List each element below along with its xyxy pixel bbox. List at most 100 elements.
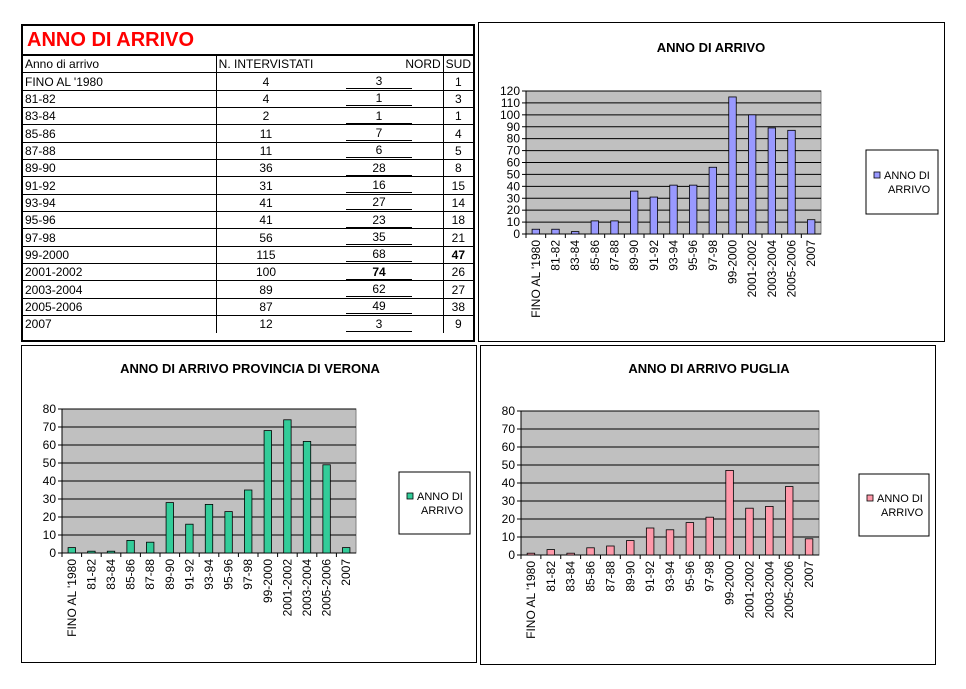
x-tick-label: 91-92 xyxy=(643,561,657,592)
x-tick-label: 89-90 xyxy=(627,240,641,271)
bar xyxy=(685,522,695,556)
table-row: 89-90 36 28 8 xyxy=(23,159,473,178)
y-tick-label: 100 xyxy=(500,108,520,122)
chart-title: ANNO DI ARRIVO xyxy=(657,40,766,55)
row-total: 11 xyxy=(216,142,316,161)
row-sud: 1 xyxy=(442,72,473,91)
bar xyxy=(322,464,331,554)
x-tick-label: 87-88 xyxy=(603,561,617,592)
y-tick-label: 80 xyxy=(502,404,516,418)
x-tick-label: 2007 xyxy=(339,559,353,586)
bar xyxy=(807,219,816,235)
x-tick-label: 2005-2006 xyxy=(320,559,334,617)
bar xyxy=(765,505,774,556)
x-tick-label: 2007 xyxy=(804,240,818,267)
x-tick-label: 95-96 xyxy=(683,561,697,592)
x-tick-label: 83-84 xyxy=(564,561,578,592)
header-sud: SUD xyxy=(442,56,473,74)
table-row: 97-98 56 35 21 xyxy=(23,228,473,247)
x-tick-label: 81-82 xyxy=(84,559,98,590)
y-tick-label: 10 xyxy=(43,528,57,542)
y-tick-label: 50 xyxy=(502,458,516,472)
row-sud: 5 xyxy=(442,142,473,161)
bar xyxy=(748,114,757,235)
y-tick-label: 10 xyxy=(502,530,516,544)
y-tick-label: 60 xyxy=(502,440,516,454)
y-tick-label: 40 xyxy=(507,179,521,193)
table-row: 91-92 31 16 15 xyxy=(23,176,473,195)
bar xyxy=(649,196,658,235)
y-tick-label: 70 xyxy=(502,422,516,436)
x-tick-label: 99-2000 xyxy=(726,240,740,284)
data-table: Anno di arrivo N. INTERVISTATI NORD SUD … xyxy=(23,56,473,333)
y-tick-label: 0 xyxy=(513,227,520,241)
bar xyxy=(224,511,233,554)
x-tick-label: 2003-2004 xyxy=(300,559,314,617)
x-tick-label: 2007 xyxy=(802,561,816,588)
row-total: 31 xyxy=(216,176,316,195)
bar xyxy=(767,127,776,235)
bar xyxy=(165,502,174,554)
row-sud: 27 xyxy=(442,280,473,299)
x-tick-label: 93-94 xyxy=(202,559,216,590)
x-tick-label: 81-82 xyxy=(549,240,563,271)
table-row: 2005-2006 87 49 38 xyxy=(23,298,473,317)
table-row: 99-2000 115 68 47 xyxy=(23,246,473,265)
x-tick-label: 97-98 xyxy=(703,561,717,592)
bar xyxy=(185,523,194,554)
chart-title: ANNO DI ARRIVO PUGLIA xyxy=(628,361,790,376)
bar xyxy=(626,540,635,556)
table-row: 95-96 41 23 18 xyxy=(23,211,473,230)
x-tick-label: 83-84 xyxy=(104,559,118,590)
row-nord: 23 xyxy=(315,211,444,230)
x-tick-label: 91-92 xyxy=(647,240,661,271)
y-tick-label: 50 xyxy=(43,456,57,470)
x-tick-label: 87-88 xyxy=(143,559,157,590)
bar xyxy=(725,470,734,556)
row-label: 99-2000 xyxy=(23,246,217,265)
bar xyxy=(630,190,639,235)
row-sud: 21 xyxy=(442,228,473,247)
row-total: 41 xyxy=(216,211,316,230)
x-tick-label: 97-98 xyxy=(241,559,255,590)
y-tick-label: 10 xyxy=(507,215,521,229)
row-sud: 15 xyxy=(442,176,473,195)
legend-label: ANNO DI ARRIVO xyxy=(877,493,924,519)
bar xyxy=(263,430,272,554)
x-tick-label: FINO AL '1980 xyxy=(529,240,543,318)
y-tick-label: 60 xyxy=(507,156,521,170)
legend: ANNO DI ARRIVO xyxy=(398,471,471,535)
x-tick-label: 91-92 xyxy=(182,559,196,590)
chart-panel-verona: ANNO DI ARRIVO PROVINCIA DI VERONA 0 10 20 3… xyxy=(21,345,477,663)
table-row: FINO AL '1980 4 3 1 xyxy=(23,72,473,91)
legend-label: ANNO DI ARRIVO xyxy=(417,491,464,517)
bar xyxy=(283,419,292,554)
bar xyxy=(586,547,595,556)
x-tick-label: 81-82 xyxy=(544,561,558,592)
bar xyxy=(546,549,555,556)
row-nord: 62 xyxy=(315,280,444,299)
y-tick-label: 20 xyxy=(502,512,516,526)
bar xyxy=(302,441,312,554)
table-row: 93-94 41 27 14 xyxy=(23,194,473,213)
row-nord: 27 xyxy=(315,194,444,213)
row-total: 89 xyxy=(216,280,316,299)
x-tick-label: 2001-2002 xyxy=(280,559,294,617)
y-tick-label: 50 xyxy=(507,167,521,181)
table-title: ANNO DI ARRIVO xyxy=(23,26,473,56)
row-nord: 49 xyxy=(315,298,444,317)
y-tick-label: 30 xyxy=(502,494,516,508)
data-table-panel: ANNO DI ARRIVO Anno di arrivo N. INTERVI… xyxy=(21,24,475,342)
x-tick-label: 95-96 xyxy=(686,240,700,271)
x-tick-label: 2003-2004 xyxy=(765,240,779,298)
row-total: 56 xyxy=(216,228,316,247)
x-tick-label: 93-94 xyxy=(667,240,681,271)
table-row: 2003-2004 89 62 27 xyxy=(23,280,473,299)
row-nord: 6 xyxy=(315,142,444,161)
row-nord: 28 xyxy=(315,159,444,178)
chart-verona: ANNO DI ARRIVO PROVINCIA DI VERONA 0 10 20 3… xyxy=(43,361,471,637)
row-label: 2001-2002 xyxy=(23,263,217,282)
x-tick-label: 85-86 xyxy=(584,561,598,592)
y-tick-label: 40 xyxy=(502,476,516,490)
row-total: 115 xyxy=(216,246,316,265)
